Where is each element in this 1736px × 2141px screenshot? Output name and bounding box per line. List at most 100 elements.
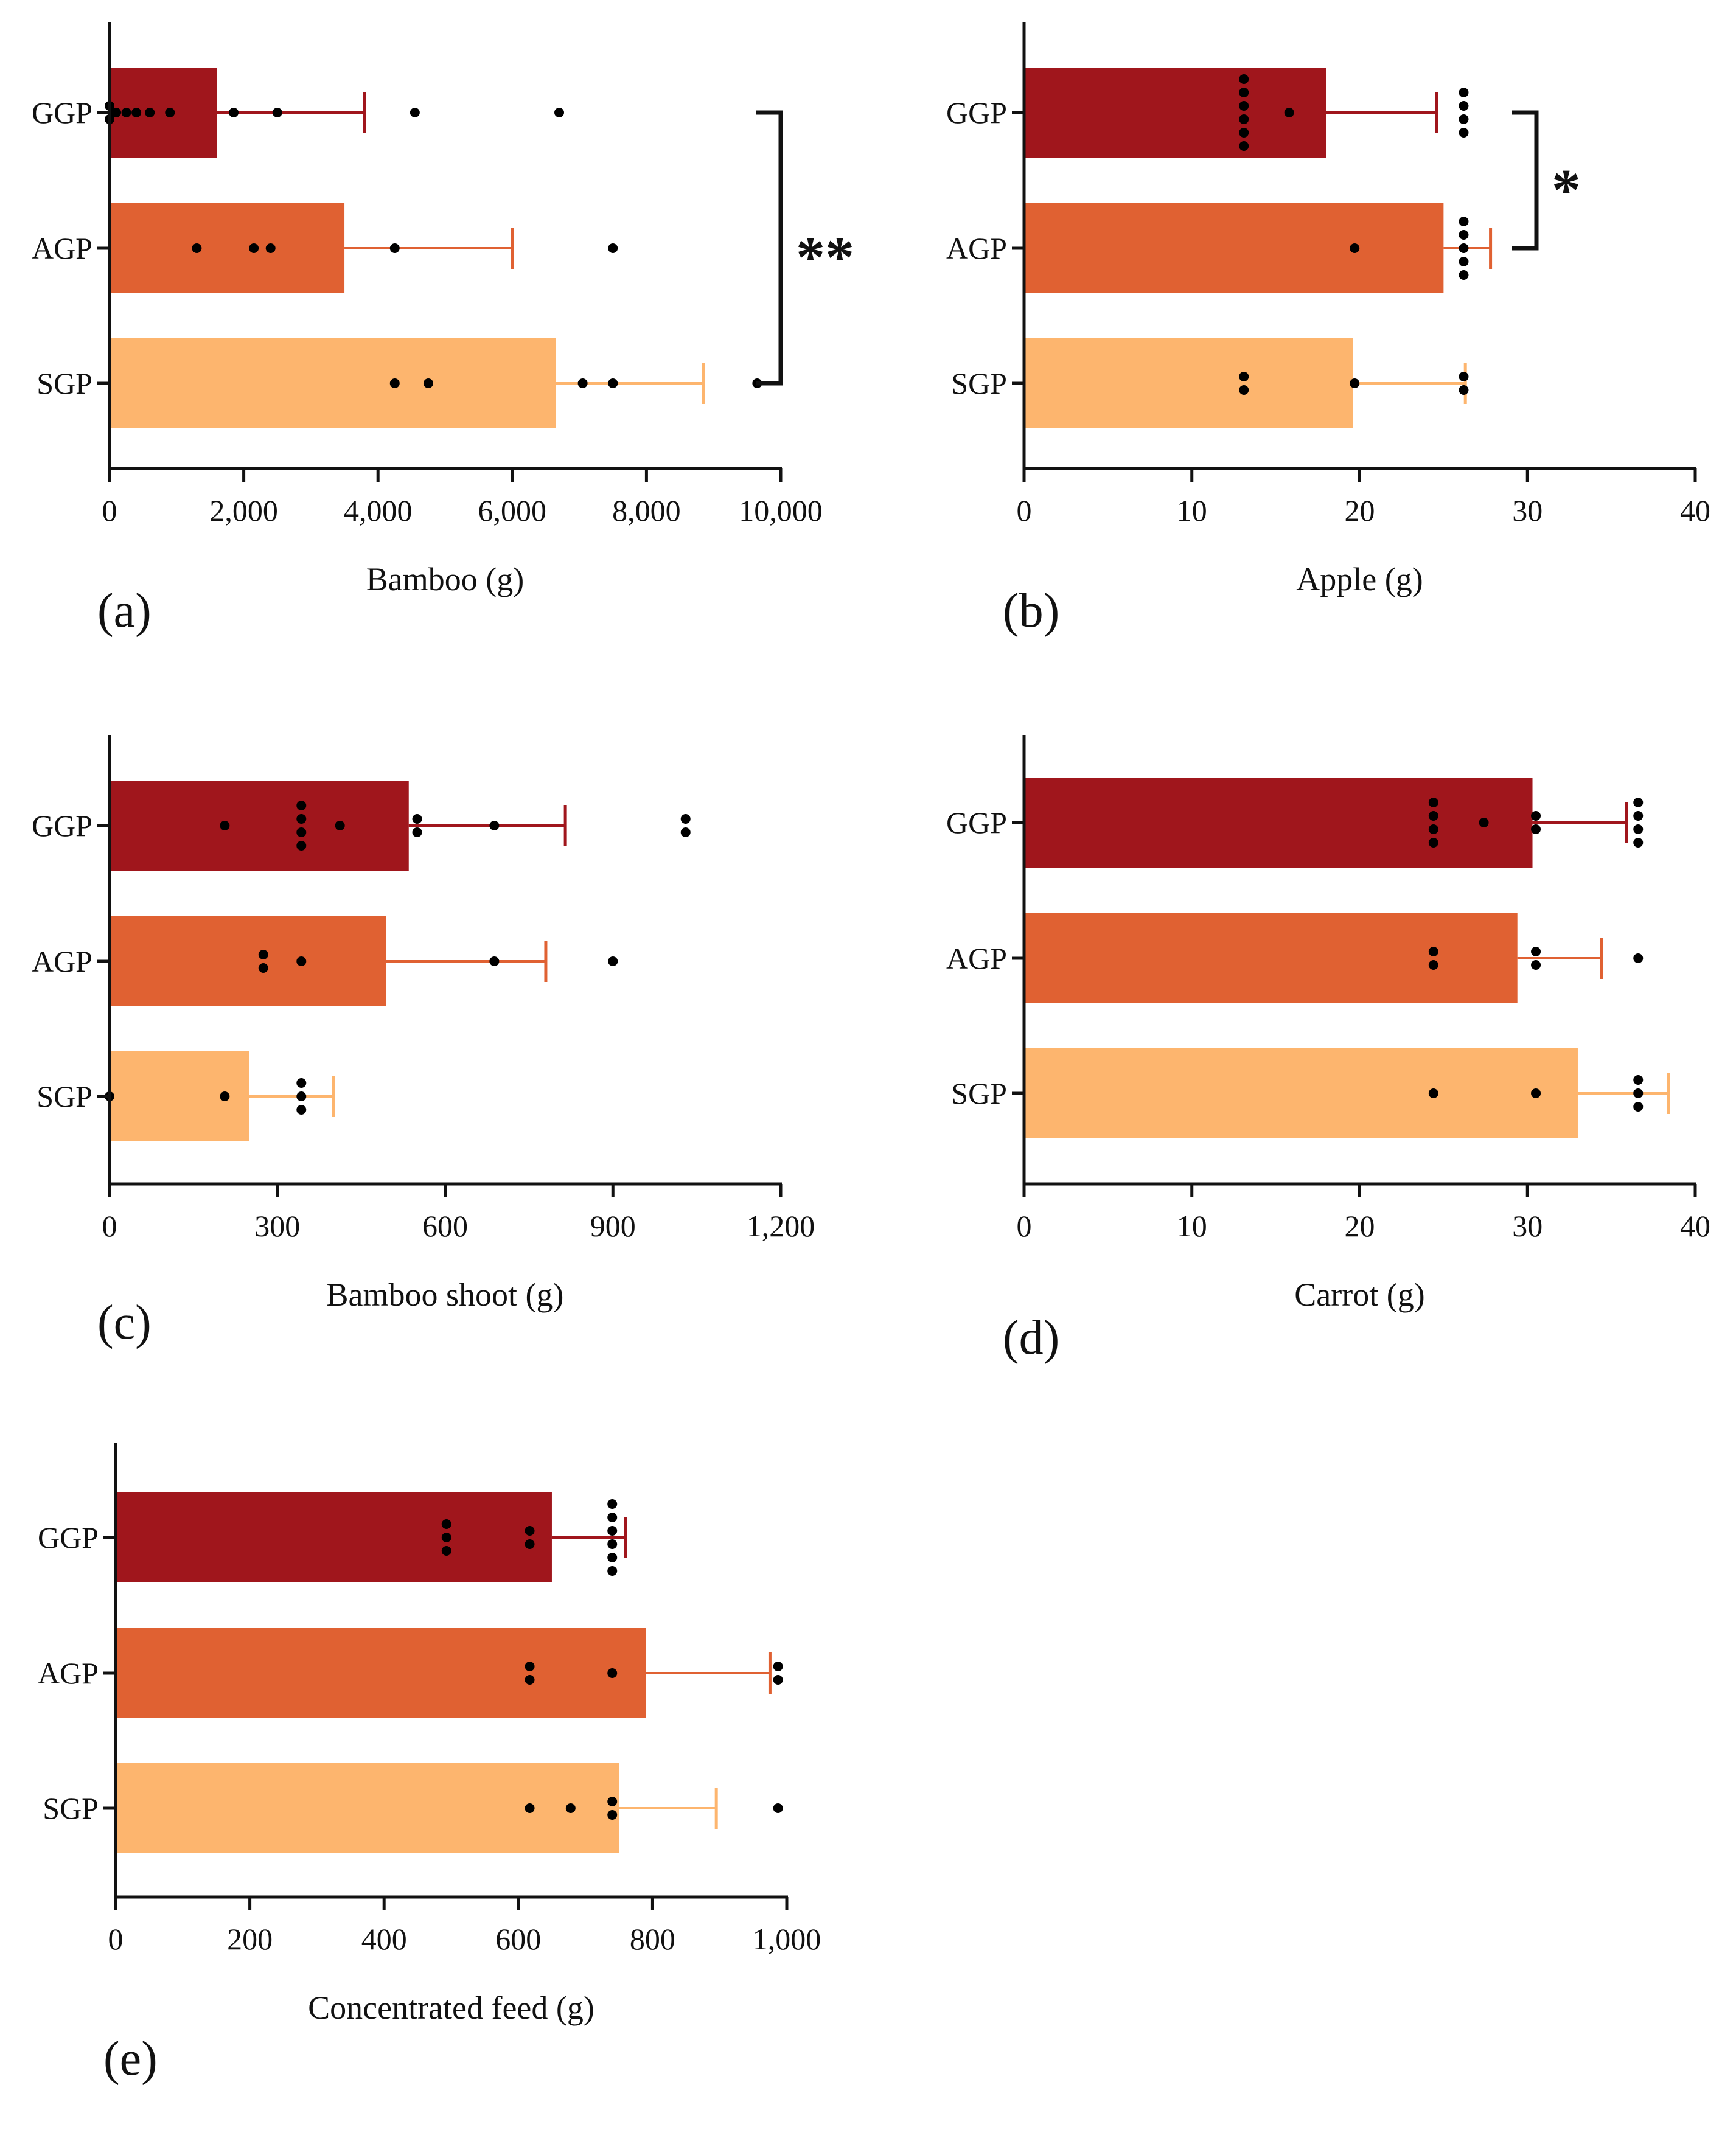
y-tick-label: GGP: [946, 96, 1007, 130]
y-tick-label: AGP: [946, 231, 1007, 265]
x-tick-label: 10: [1177, 493, 1207, 527]
data-point-sgp: [296, 1105, 307, 1115]
y-tick-label: SGP: [37, 366, 92, 400]
data-point-sgp: [1633, 1102, 1644, 1112]
data-point-ggp: [296, 841, 307, 851]
y-tick-label: SGP: [37, 1079, 92, 1113]
data-point-ggp: [441, 1519, 451, 1529]
data-point-sgp: [1428, 1088, 1438, 1098]
data-point-agp: [1459, 270, 1469, 280]
data-point-agp: [1459, 243, 1469, 253]
data-point-sgp: [773, 1803, 783, 1813]
data-point-ggp: [607, 1566, 618, 1576]
x-tick-label: 4,000: [344, 493, 413, 527]
data-point-ggp: [607, 1526, 618, 1536]
data-point-ggp: [1428, 838, 1438, 848]
data-point-ggp: [607, 1513, 618, 1522]
data-point-agp: [1459, 257, 1469, 266]
data-point-ggp: [111, 108, 122, 117]
panel-label: (c): [97, 1296, 152, 1349]
data-point-ggp: [121, 108, 131, 117]
data-point-sgp: [296, 1091, 307, 1101]
x-tick-label: 8,000: [612, 493, 681, 527]
x-tick-label: 6,000: [478, 493, 547, 527]
data-point-sgp: [607, 1797, 618, 1806]
data-point-ggp: [1428, 811, 1438, 821]
data-point-agp: [607, 1668, 618, 1678]
data-point-ggp: [131, 108, 142, 117]
data-point-ggp: [165, 108, 175, 117]
y-tick-label: GGP: [32, 96, 92, 130]
data-point-sgp: [1531, 1088, 1541, 1098]
data-point-sgp: [608, 378, 618, 388]
x-tick-label: 20: [1345, 1209, 1375, 1243]
bar-agp: [116, 1628, 646, 1718]
data-point-ggp: [1239, 128, 1249, 138]
x-tick-label: 10: [1177, 1209, 1207, 1243]
chart-panel-d: GGP AGP SGP 0 10 20 30 40 Carrot (g) (d): [946, 735, 1710, 1365]
data-point-ggp: [554, 108, 565, 117]
data-point-ggp: [1239, 101, 1249, 111]
chart-panel-c: GGP AGP SGP 0 300 600 900 1,200 Bamboo shoot (g)…: [32, 735, 815, 1349]
data-point-agp: [1531, 960, 1541, 970]
data-point-agp: [525, 1662, 535, 1671]
x-tick-label: 0: [1017, 1209, 1032, 1243]
x-tick-label: 800: [630, 1922, 675, 1956]
x-tick-label: 10,000: [739, 493, 823, 527]
data-point-sgp: [1633, 1075, 1644, 1085]
x-tick-label: 40: [1680, 493, 1710, 527]
data-point-ggp: [489, 821, 500, 830]
data-point-ggp: [1284, 108, 1294, 117]
data-point-ggp: [607, 1539, 618, 1549]
x-axis-title: Concentrated feed (g): [308, 1990, 594, 2026]
data-point-ggp: [680, 814, 691, 824]
data-point-sgp: [423, 378, 433, 388]
data-point-agp: [1633, 953, 1644, 963]
data-point-ggp: [607, 1553, 618, 1562]
data-point-sgp: [1633, 1088, 1644, 1098]
data-point-ggp: [229, 108, 239, 117]
data-point-agp: [1531, 947, 1541, 956]
data-point-ggp: [296, 801, 307, 810]
data-point-ggp: [1459, 101, 1469, 111]
data-point-ggp: [441, 1546, 451, 1556]
x-tick-label: 30: [1512, 493, 1543, 527]
data-point-agp: [525, 1675, 535, 1685]
y-tick-label: AGP: [38, 1656, 99, 1690]
data-point-ggp: [680, 827, 691, 837]
data-point-agp: [265, 243, 276, 253]
chart-panel-e: GGP AGP SGP 0 200 400 600 800 1,000 Concentrated …: [38, 1443, 821, 2086]
data-point-ggp: [296, 814, 307, 824]
data-point-agp: [608, 956, 618, 966]
data-point-agp: [773, 1675, 783, 1685]
bar-ggp: [110, 781, 409, 871]
data-point-ggp: [441, 1533, 451, 1542]
bar-agp: [110, 203, 345, 293]
data-point-ggp: [1531, 824, 1541, 834]
panel-label: (b): [1003, 584, 1059, 638]
y-tick-label: SGP: [951, 366, 1007, 400]
x-tick-label: 1,000: [753, 1922, 821, 1956]
data-point-agp: [489, 956, 500, 966]
data-point-ggp: [1633, 811, 1644, 821]
bar-ggp: [1024, 778, 1533, 868]
panel-label: (e): [103, 2032, 158, 2086]
y-tick-label: AGP: [946, 941, 1007, 975]
data-point-ggp: [220, 821, 230, 830]
bar-ggp: [1024, 68, 1326, 158]
data-point-agp: [1459, 230, 1469, 240]
data-point-agp: [296, 956, 307, 966]
bar-agp: [110, 916, 386, 1006]
data-point-agp: [389, 243, 400, 253]
data-point-ggp: [410, 108, 420, 117]
x-axis-title: Apple (g): [1296, 561, 1423, 597]
data-point-ggp: [1633, 798, 1644, 807]
chart-panel-b: GGP AGP SGP 0 10 20 30 40 Apple (g) (b) *: [946, 22, 1710, 638]
data-point-sgp: [1459, 372, 1469, 381]
panel-label: (a): [97, 584, 152, 638]
x-tick-label: 40: [1680, 1209, 1710, 1243]
data-point-ggp: [607, 1499, 618, 1509]
data-point-agp: [1459, 217, 1469, 226]
x-axis-title: Bamboo shoot (g): [327, 1276, 564, 1313]
